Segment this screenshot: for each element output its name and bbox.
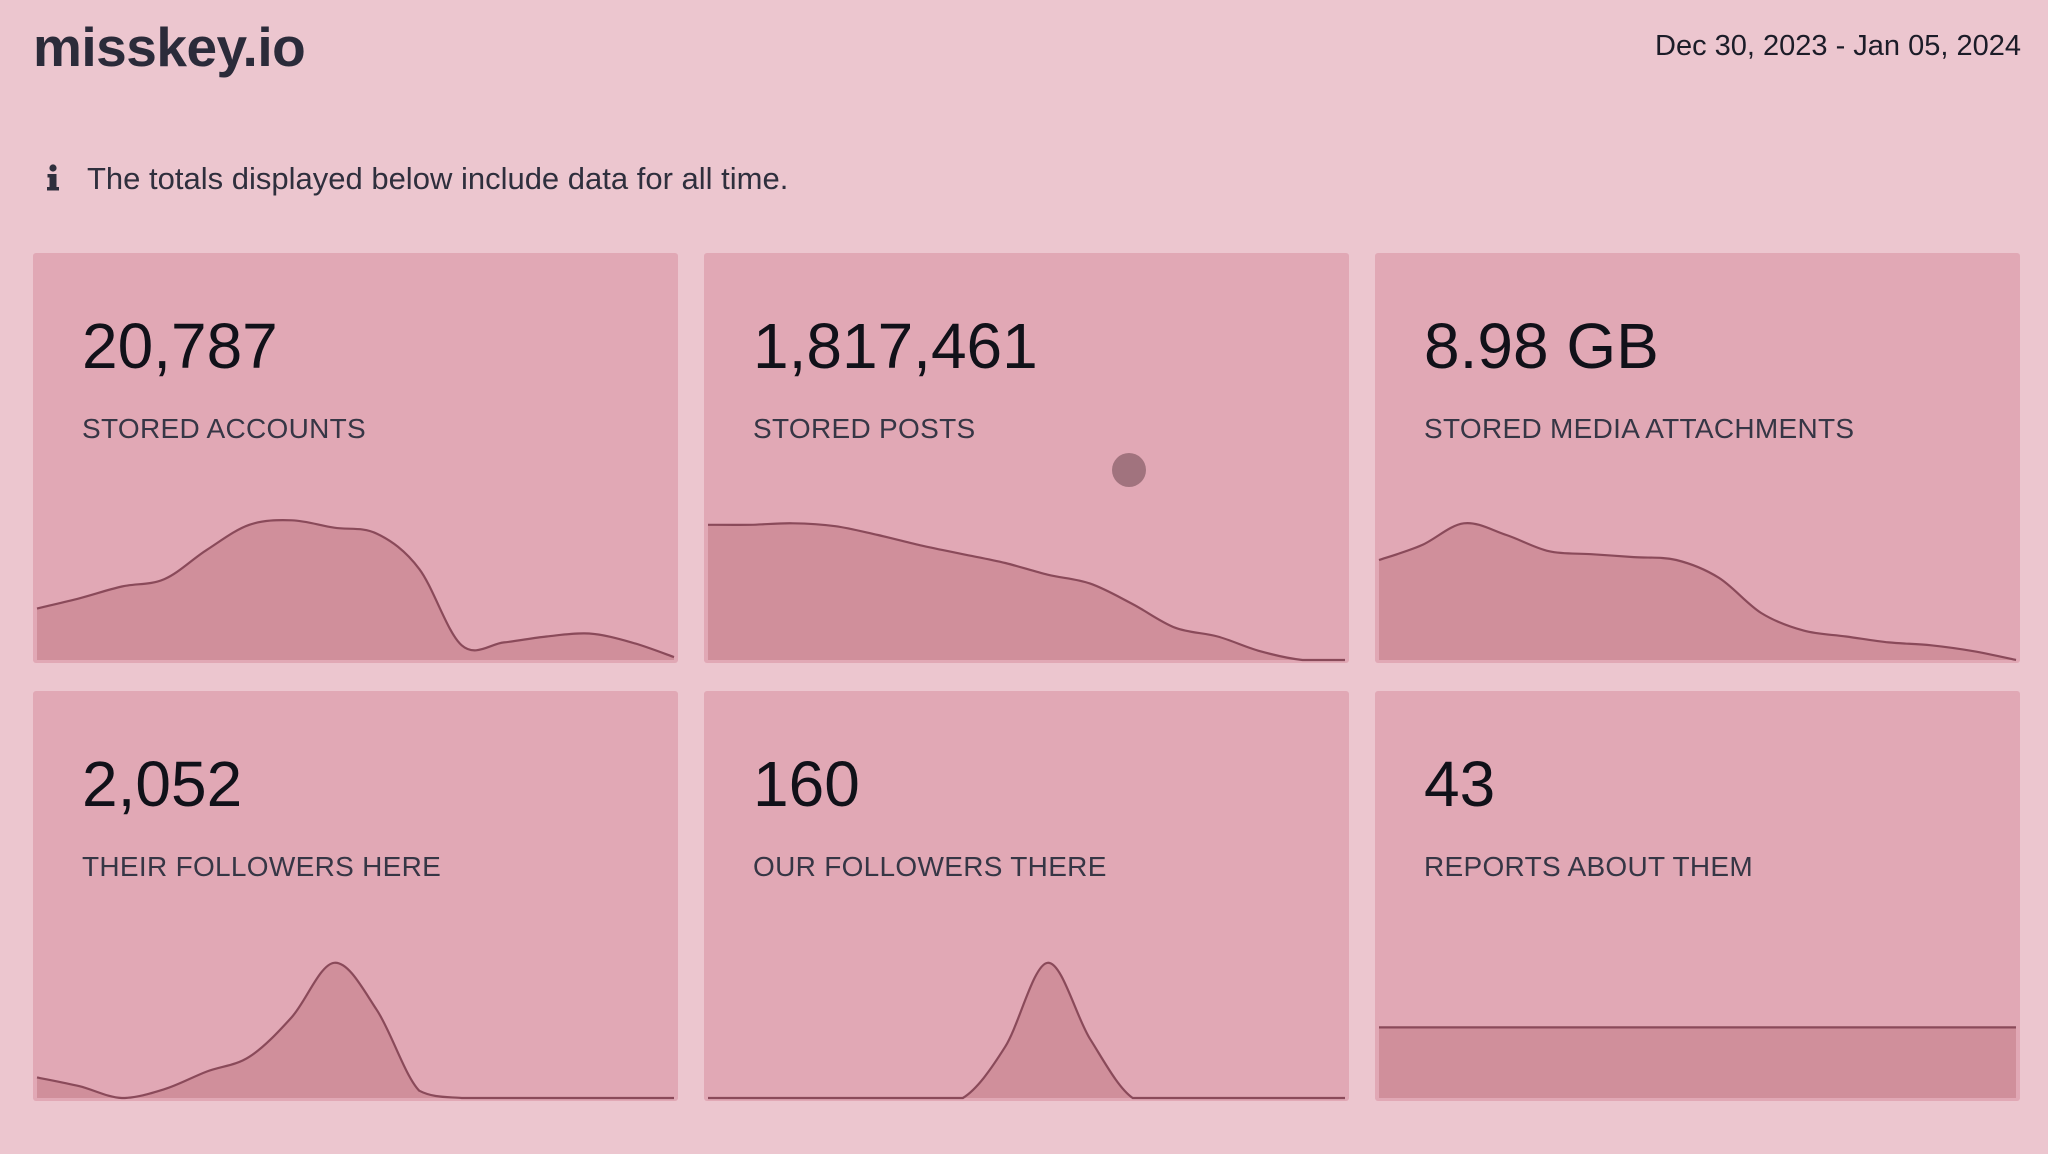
sparkline xyxy=(1378,1026,2016,1098)
stat-card-reports-about-them: 43 REPORTS ABOUT THEM xyxy=(1375,691,2020,1101)
sparkline-line xyxy=(36,961,674,1100)
stat-value: 160 xyxy=(753,748,860,820)
stat-card-stored-posts: 1,817,461 STORED POSTS xyxy=(704,253,1349,663)
stat-card-their-followers-here: 2,052 THEIR FOLLOWERS HERE xyxy=(33,691,678,1101)
stat-value: 8.98 GB xyxy=(1424,310,1659,382)
sparkline-area xyxy=(37,962,674,1098)
sparkline xyxy=(707,522,1345,662)
sparkline-area xyxy=(1379,1027,2016,1098)
stat-value: 2,052 xyxy=(82,748,243,820)
sparkline xyxy=(708,961,1345,1100)
sparkline-area xyxy=(1379,523,2016,660)
stats-grid: 20,787 STORED ACCOUNTS 1,817,461 STORED … xyxy=(33,253,2022,1103)
stat-card-stored-media: 8.98 GB STORED MEDIA ATTACHMENTS xyxy=(1375,253,2020,663)
sparkline xyxy=(36,519,675,660)
notice-text: The totals displayed below include data … xyxy=(87,161,789,196)
sparkline xyxy=(36,961,674,1100)
stat-label: STORED MEDIA ATTACHMENTS xyxy=(1424,413,1855,444)
stat-value: 20,787 xyxy=(82,310,278,382)
sparkline-line xyxy=(707,522,1345,662)
date-range: Dec 30, 2023 - Jan 05, 2024 xyxy=(1655,30,2021,62)
stat-card-stored-accounts: 20,787 STORED ACCOUNTS xyxy=(33,253,678,663)
info-icon xyxy=(45,163,61,195)
sparkline xyxy=(1378,522,2017,662)
stat-value: 1,817,461 xyxy=(753,310,1038,382)
sparkline-area xyxy=(708,962,1345,1098)
pointer-cursor xyxy=(1112,453,1146,487)
stat-label: OUR FOLLOWERS THERE xyxy=(753,851,1107,882)
sparkline-line xyxy=(36,519,675,659)
totals-notice: The totals displayed below include data … xyxy=(45,157,788,201)
stat-label: THEIR FOLLOWERS HERE xyxy=(82,851,442,882)
stat-card-our-followers-there: 160 OUR FOLLOWERS THERE xyxy=(704,691,1349,1101)
stat-value: 43 xyxy=(1424,748,1496,820)
sparkline-line xyxy=(708,961,1345,1100)
sparkline-area xyxy=(37,520,674,660)
instance-name: misskey.io xyxy=(33,16,306,78)
stat-label: STORED ACCOUNTS xyxy=(82,413,367,444)
stat-label: REPORTS ABOUT THEM xyxy=(1424,851,1754,882)
sparkline-line xyxy=(1378,522,2017,662)
sparkline-area xyxy=(708,523,1345,660)
page-header: misskey.io Dec 30, 2023 - Jan 05, 2024 xyxy=(33,12,2021,82)
stat-label: STORED POSTS xyxy=(753,413,976,444)
